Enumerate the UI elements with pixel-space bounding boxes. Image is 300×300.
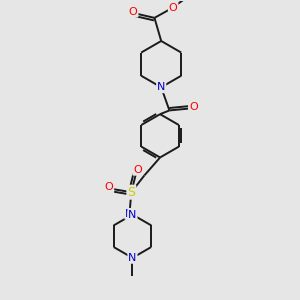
Text: N: N (128, 253, 136, 263)
Text: N: N (157, 82, 165, 92)
Text: O: O (129, 7, 138, 16)
Text: O: O (169, 3, 178, 13)
Text: O: O (105, 182, 113, 192)
Text: O: O (133, 165, 142, 175)
Text: N: N (128, 210, 136, 220)
Text: N: N (125, 209, 134, 219)
Text: S: S (127, 186, 135, 199)
Text: O: O (189, 102, 198, 112)
